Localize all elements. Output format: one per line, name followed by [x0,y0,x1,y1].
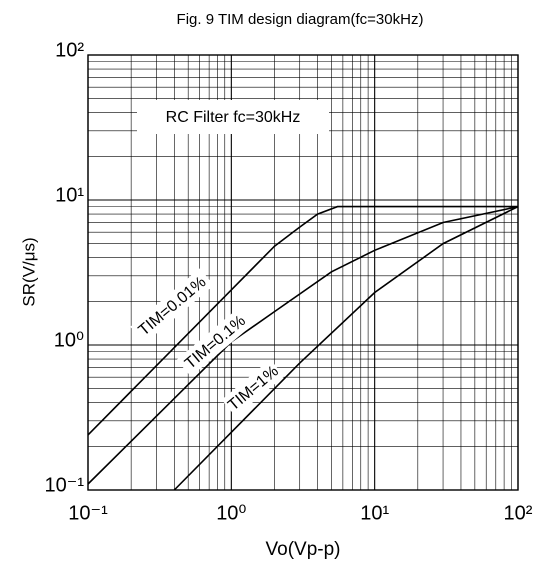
series-line [87,205,518,436]
chart-title: Fig. 9 TIM design diagram(fc=30kHz) [177,11,424,28]
series-label-bg [176,307,254,377]
x-tick-label: 10⁰ [216,502,246,524]
series-label: TIM=0.01% [135,274,209,340]
annotation-box [137,100,329,134]
series-label: TIM=0.1% [182,312,249,372]
y-tick-label: 10⁻¹ [45,474,85,496]
annotation: RC Filter fc=30kHz [166,109,301,126]
x-tick-label: 10¹ [360,502,389,524]
y-tick-label: 10¹ [55,184,84,206]
y-tick-label: 10⁰ [54,329,84,351]
x-tick-label: 10² [504,502,533,524]
y-axis-label: SR(V/μs) [19,237,38,306]
series-label-group: TIM=0.01% [130,268,214,344]
plot-frame [87,54,519,491]
x-axis-label: Vo(Vp-p) [266,539,341,560]
series-line [173,205,519,491]
y-tick-label: 10² [55,39,84,61]
series-label-bg [221,359,285,417]
series-label-bg [130,268,214,344]
x-tick-label: 10⁻¹ [68,502,108,524]
